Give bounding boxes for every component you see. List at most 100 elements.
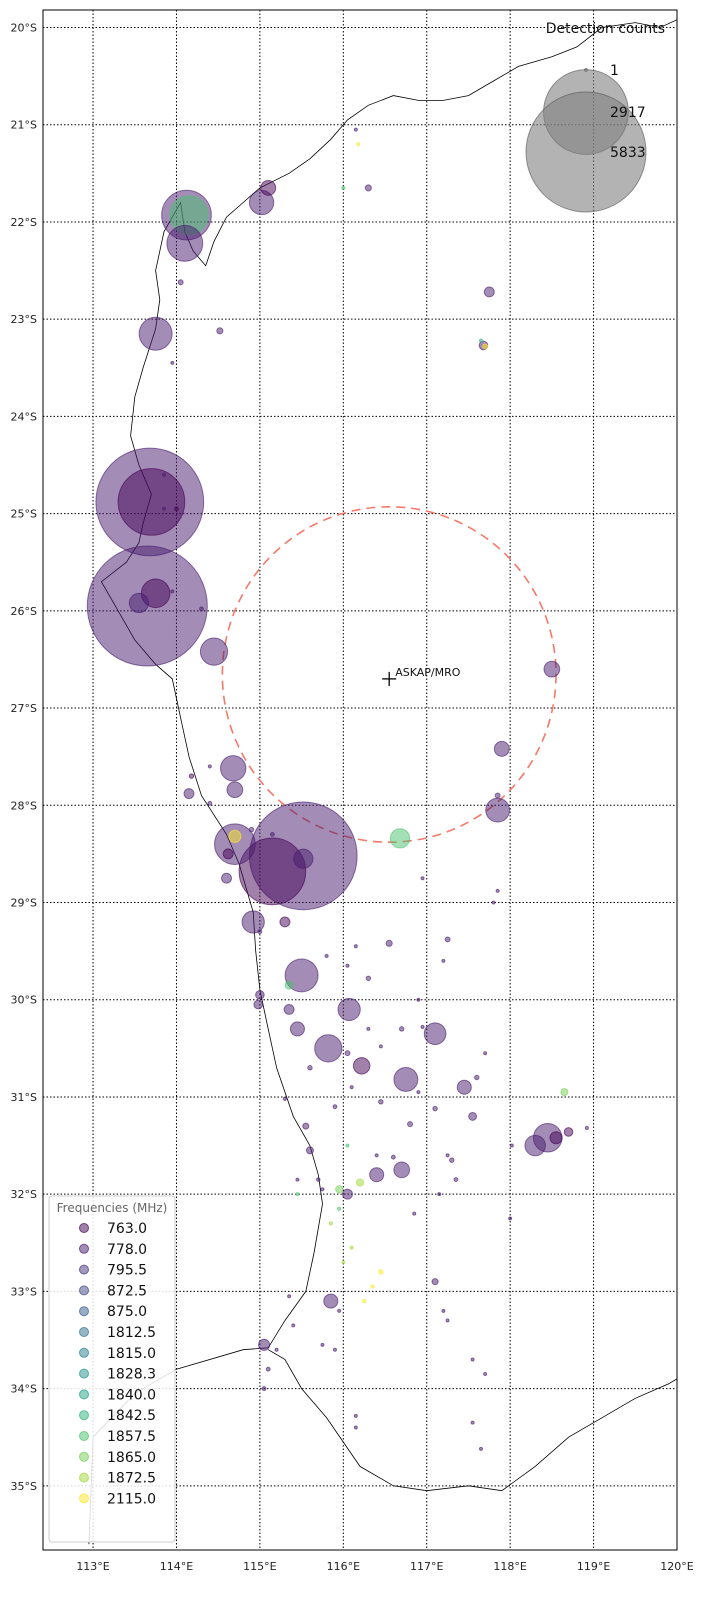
lat-tick-label: 23°S: [11, 313, 37, 326]
frequency-legend-label: 2115.0: [107, 1491, 156, 1507]
detection-marker: [293, 848, 314, 869]
detection-marker: [279, 916, 291, 928]
detection-marker: [183, 788, 195, 800]
size-legend-label: 2917: [610, 105, 646, 121]
detection-marker: [474, 1074, 480, 1081]
detection-marker: [584, 1126, 589, 1131]
detection-marker: [332, 1104, 338, 1110]
detection-marker: [337, 997, 361, 1022]
detection-marker: [420, 1024, 425, 1030]
detection-marker: [284, 980, 294, 990]
detection-marker: [478, 1446, 483, 1451]
frequency-legend-label: 1812.5: [107, 1325, 156, 1341]
detection-marker: [478, 338, 483, 343]
frequency-legend-label: 1815.0: [107, 1346, 156, 1362]
detection-marker: [291, 1323, 296, 1328]
detection-marker: [495, 888, 500, 893]
size-legend-title: Detection counts: [546, 21, 665, 37]
detection-marker: [287, 1294, 292, 1299]
detection-marker: [543, 660, 561, 678]
lat-tick-label: 21°S: [11, 119, 37, 132]
detection-marker: [353, 127, 358, 132]
detection-marker: [445, 1318, 450, 1323]
detection-marker: [307, 1065, 313, 1071]
detection-marker: [493, 740, 510, 757]
detection-marker: [344, 1050, 351, 1057]
map-frame: [42, 9, 678, 1551]
frequency-legend-label: 778.0: [107, 1242, 147, 1258]
detection-marker: [420, 876, 425, 881]
frequency-legend-label: 872.5: [107, 1283, 147, 1299]
frequency-legend-marker: [79, 1285, 89, 1296]
detection-marker: [302, 1122, 310, 1130]
size-legend: Detection counts 1 2917 5833: [525, 21, 665, 213]
detection-marker: [470, 1357, 475, 1362]
detection-marker: [431, 1278, 439, 1286]
detection-marker: [170, 589, 175, 594]
detection-marker: [352, 1057, 371, 1075]
frequency-legend-label: 795.5: [107, 1263, 147, 1279]
frequency-legend-marker: [79, 1410, 89, 1421]
detection-marker: [378, 1099, 384, 1105]
detection-marker: [174, 506, 179, 512]
detection-marker: [320, 1342, 325, 1347]
frequency-legend-title: Frequencies (MHz): [57, 1201, 168, 1215]
detection-marker: [295, 1192, 300, 1197]
frequency-legend-marker: [79, 1389, 89, 1400]
detection-marker: [261, 1386, 267, 1392]
frequency-legend-label: 1840.0: [107, 1387, 156, 1403]
detection-marker: [441, 1308, 446, 1313]
detection-marker: [390, 1154, 396, 1160]
frequency-legend-label: 1865.0: [107, 1450, 156, 1466]
lon-tick-label: 116°E: [327, 1560, 360, 1573]
detection-marker: [393, 1161, 411, 1179]
detection-marker: [314, 1034, 343, 1063]
detection-marker: [524, 1134, 546, 1157]
lat-tick-label: 22°S: [11, 216, 37, 229]
detection-marker: [444, 936, 451, 943]
detection-marker: [342, 1188, 353, 1200]
detection-marker: [494, 792, 501, 799]
detection-marker: [207, 764, 212, 769]
frequency-legend-marker: [79, 1431, 89, 1441]
frequency-legend-marker: [79, 1264, 89, 1275]
lat-tick-label: 30°S: [11, 994, 37, 1007]
detection-marker: [509, 1143, 514, 1148]
detections-layer: [86, 127, 589, 1451]
axis-ticks: 113°E 114°E 115°E 116°E 117°E 118°E 119°E 120°E…: [11, 22, 694, 1574]
detection-marker: [283, 1003, 295, 1015]
detection-marker: [560, 1088, 569, 1097]
detection-marker: [549, 1131, 563, 1145]
detection-marker: [482, 343, 489, 350]
frequency-legend-label: 1842.5: [107, 1408, 156, 1424]
frequency-legend-marker: [79, 1306, 89, 1317]
detection-marker: [220, 755, 247, 782]
frequency-legend-marker: [79, 1472, 89, 1483]
detection-marker: [468, 1111, 478, 1121]
detection-marker: [199, 637, 229, 666]
detection-marker: [353, 1413, 358, 1418]
detection-marker: [289, 1021, 305, 1037]
lon-tick-label: 118°E: [493, 1560, 526, 1573]
detection-marker: [161, 472, 166, 477]
coastline-south: [267, 1349, 677, 1492]
frequency-legend-label: 1828.3: [107, 1367, 156, 1383]
frequency-legend: Frequencies (MHz) 763.0 778.0 795.5 872.5 87…: [48, 1195, 176, 1543]
site-label: ASKAP/MRO: [395, 666, 461, 679]
detection-marker: [320, 1187, 325, 1192]
frequency-legend-label: 875.0: [107, 1304, 147, 1320]
lat-tick-label: 29°S: [11, 897, 37, 910]
detection-marker: [170, 360, 175, 365]
detection-marker: [221, 872, 232, 884]
detection-marker: [365, 975, 372, 982]
detection-marker: [563, 1127, 574, 1137]
detection-marker: [432, 1105, 438, 1112]
detection-marker: [407, 1121, 414, 1128]
detection-marker: [128, 592, 150, 614]
detection-marker: [393, 1067, 419, 1092]
detection-marker: [453, 1177, 459, 1183]
detection-marker: [305, 1146, 314, 1155]
detection-marker: [483, 1051, 488, 1056]
detection-marker: [491, 900, 496, 905]
